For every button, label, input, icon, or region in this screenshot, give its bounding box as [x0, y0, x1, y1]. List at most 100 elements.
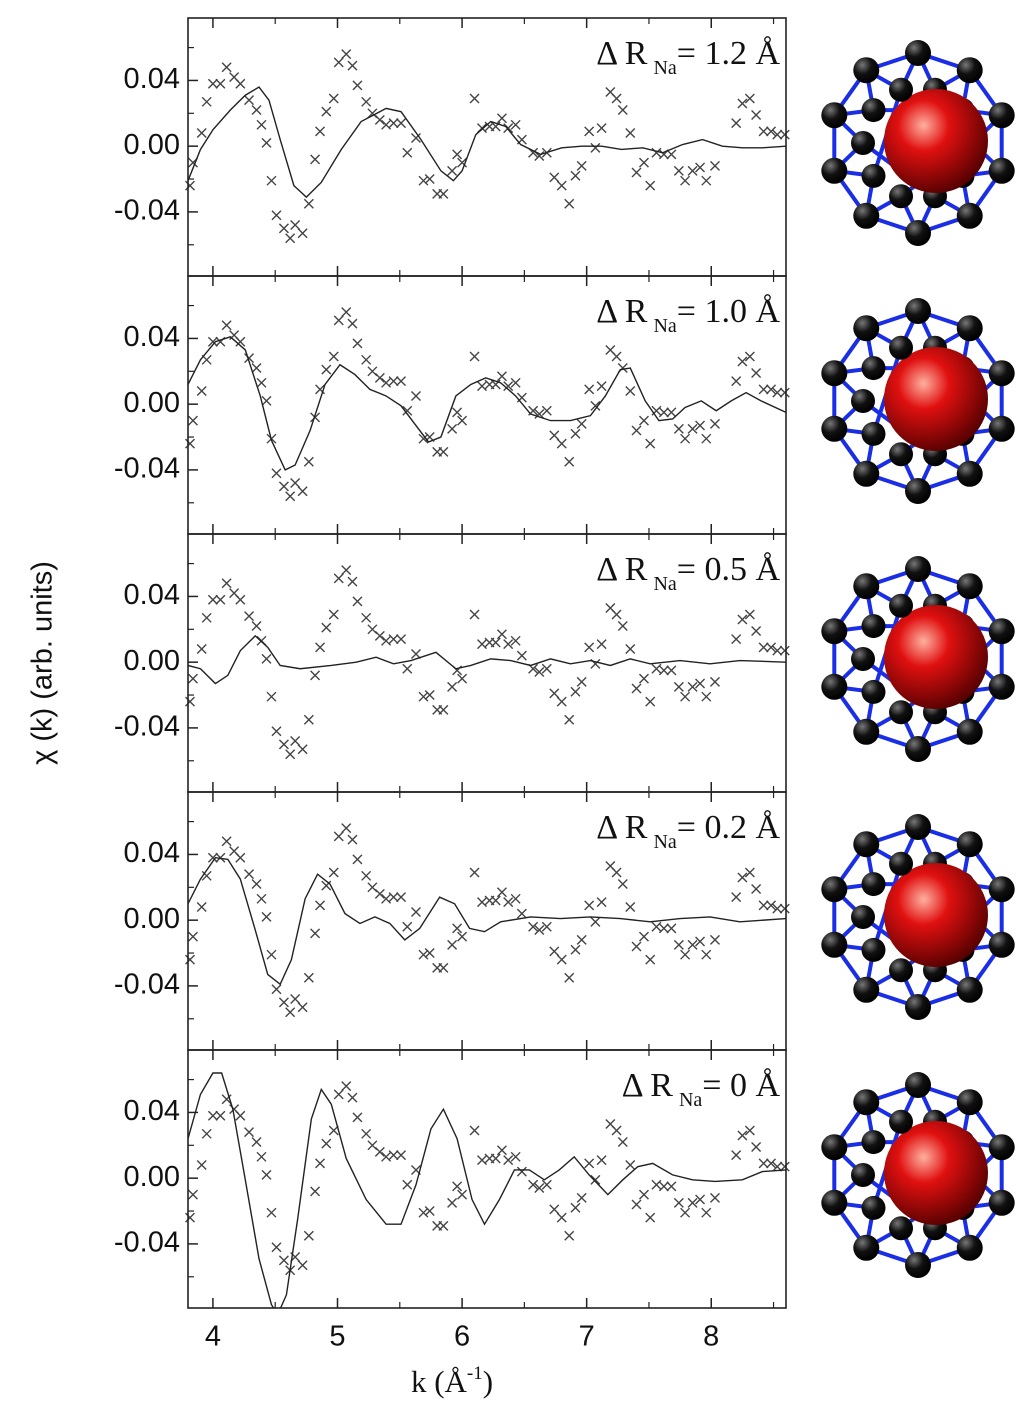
x-tick-label: 8: [703, 1321, 719, 1353]
atom: [853, 57, 880, 84]
measured-point: [310, 154, 321, 165]
measured-point: [278, 481, 289, 492]
measured-point: [751, 1141, 762, 1152]
measured-point: [457, 415, 468, 426]
measured-point: [510, 893, 521, 904]
fit-line: [188, 86, 786, 199]
measured-point: [477, 897, 488, 908]
atom: [988, 102, 1015, 129]
atom: [889, 335, 914, 360]
measured-point: [303, 1230, 314, 1241]
measured-point: [235, 336, 246, 347]
molecule-illustration: [821, 556, 1015, 762]
molecule-illustration: [821, 1072, 1015, 1278]
measured-point: [651, 921, 662, 932]
measured-point: [361, 1128, 372, 1139]
measured-point: [709, 160, 720, 171]
measured-point: [361, 612, 372, 623]
measured-point: [758, 384, 769, 395]
measured-point: [666, 665, 677, 676]
atom: [956, 1234, 983, 1261]
measured-point: [285, 749, 296, 760]
measured-point: [235, 852, 246, 863]
measured-point: [310, 1186, 321, 1197]
measured-point: [388, 118, 399, 129]
measured-point: [680, 175, 691, 186]
measured-point: [584, 1158, 595, 1169]
x-label-sup: -1: [467, 1363, 483, 1384]
measured-point: [549, 430, 560, 441]
measured-point: [731, 892, 742, 903]
measured-point: [658, 665, 669, 676]
measured-point: [381, 893, 392, 904]
measured-point: [779, 129, 790, 140]
measured-point: [516, 908, 527, 919]
measured-point: [596, 1155, 607, 1166]
measured-point: [596, 639, 607, 650]
measured-point: [666, 407, 677, 418]
measured-point: [297, 228, 308, 239]
measured-point: [477, 381, 488, 392]
measured-point: [333, 315, 344, 326]
measured-point: [303, 714, 314, 725]
measured-point: [673, 1197, 684, 1208]
measured-point: [528, 921, 539, 932]
measured-point: [673, 423, 684, 434]
measured-point: [673, 165, 684, 176]
measured-point: [402, 921, 413, 932]
atom: [956, 1089, 983, 1116]
measured-point: [361, 96, 372, 107]
atom: [889, 77, 914, 102]
measured-point: [235, 78, 246, 89]
measured-point: [374, 114, 385, 125]
measured-point: [695, 162, 706, 173]
label-sub: Na: [653, 573, 676, 595]
measured-point: [297, 1002, 308, 1013]
panel-label: Δ R Na= 0 Å: [622, 1067, 781, 1111]
plot-frame: [187, 1049, 787, 1309]
measured-point: [766, 126, 777, 137]
measured-point: [584, 642, 595, 653]
measured-point: [321, 622, 332, 633]
measured-point: [680, 1207, 691, 1218]
atom: [853, 718, 880, 745]
measured-point: [341, 565, 352, 576]
atom: [905, 478, 931, 504]
measured-point: [680, 949, 691, 960]
fit-line: [188, 634, 786, 685]
measured-point: [290, 736, 301, 747]
measured-point: [658, 923, 669, 934]
measured-point: [184, 1212, 195, 1223]
measured-point: [328, 867, 339, 878]
label-prefix: Δ R: [596, 293, 647, 330]
measured-point: [333, 573, 344, 584]
measured-point: [503, 1155, 514, 1166]
measured-point: [469, 351, 480, 362]
label-sub: Na: [653, 315, 676, 337]
measured-point: [271, 468, 282, 479]
y-tick-label: -0.04: [114, 969, 180, 1001]
y-tick-label: -0.04: [114, 453, 180, 485]
measured-point: [701, 175, 712, 186]
measured-point: [187, 1189, 198, 1200]
label-prefix: Δ R: [596, 35, 647, 72]
measured-point: [341, 823, 352, 834]
measured-point: [256, 377, 267, 388]
measured-point: [187, 673, 198, 684]
sodium-atom: [884, 89, 988, 193]
measured-point: [271, 984, 282, 995]
measured-point: [625, 128, 636, 139]
measured-point: [201, 870, 212, 881]
measured-point: [457, 931, 468, 942]
fit-line: [188, 1072, 786, 1308]
atom: [853, 1089, 880, 1116]
measured-point: [271, 210, 282, 221]
measured-point: [333, 831, 344, 842]
measured-point: [328, 1125, 339, 1136]
measured-point: [701, 1207, 712, 1218]
y-tick-label: 0.00: [124, 387, 180, 419]
atom: [905, 40, 931, 66]
atom: [905, 298, 931, 324]
measured-point: [388, 634, 399, 645]
measured-point: [534, 1183, 545, 1194]
